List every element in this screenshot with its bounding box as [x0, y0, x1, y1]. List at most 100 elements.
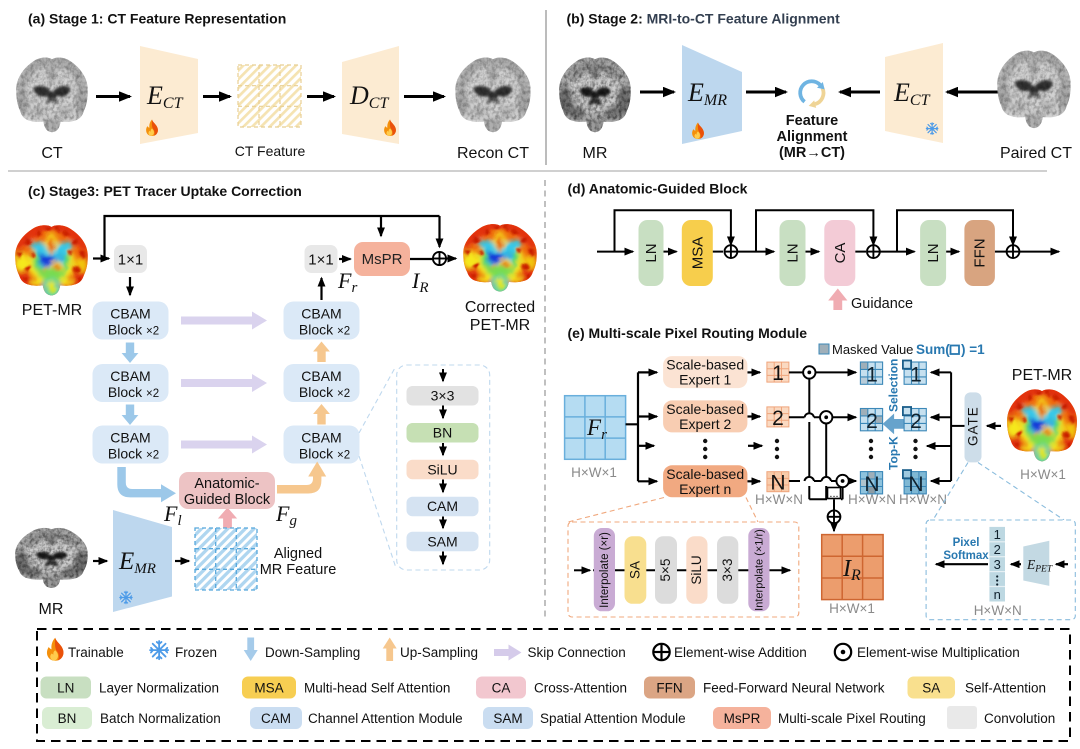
svg-text:H×W×N: H×W×N	[974, 603, 1022, 618]
svg-text:CAM: CAM	[261, 711, 291, 726]
svg-text:Convolution: Convolution	[984, 711, 1055, 726]
svg-text:CT Feature: CT Feature	[235, 143, 306, 159]
svg-text:2: 2	[772, 407, 784, 430]
svg-text:Sum(: Sum(	[916, 342, 950, 357]
svg-text:Layer Normalization: Layer Normalization	[99, 681, 219, 696]
svg-text:...: ...	[829, 488, 838, 500]
svg-text:MSA: MSA	[690, 237, 707, 270]
svg-text:Fg: Fg	[275, 501, 297, 529]
svg-text:EMR: EMR	[118, 548, 156, 577]
svg-text:H×W×N: H×W×N	[899, 492, 947, 507]
svg-text:Block ×2: Block ×2	[108, 446, 159, 462]
svg-text:Masked Value: Masked Value	[832, 342, 913, 357]
svg-text:N: N	[770, 472, 785, 495]
svg-text:Up-Sampling: Up-Sampling	[400, 645, 478, 660]
svg-text:IR: IR	[411, 268, 429, 296]
svg-text:Recon CT: Recon CT	[457, 145, 529, 162]
svg-text:Block ×2: Block ×2	[299, 384, 350, 400]
svg-text:Top-K: Top-K	[887, 436, 901, 470]
svg-text:H×W×N: H×W×N	[848, 492, 896, 507]
svg-text:Fl: Fl	[163, 501, 182, 529]
svg-text:Corrected: Corrected	[465, 299, 535, 316]
svg-text:Frozen: Frozen	[175, 645, 217, 660]
svg-text:Guidance: Guidance	[851, 296, 913, 312]
svg-text:(d) Anatomic-Guided Block: (d) Anatomic-Guided Block	[568, 181, 748, 197]
svg-text:Block ×2: Block ×2	[299, 446, 350, 462]
svg-text:Trainable: Trainable	[68, 645, 124, 660]
svg-text:N: N	[864, 473, 879, 496]
svg-text:MR: MR	[39, 601, 64, 618]
svg-text:MsPR: MsPR	[362, 251, 403, 268]
svg-text:Block ×2: Block ×2	[108, 384, 159, 400]
svg-text:CBAM: CBAM	[301, 430, 341, 446]
svg-text:Block ×2: Block ×2	[108, 322, 159, 338]
svg-text:BN: BN	[433, 425, 452, 441]
svg-text:PET-MR: PET-MR	[22, 302, 82, 319]
svg-text:Pixel: Pixel	[953, 537, 980, 549]
svg-text:1×1: 1×1	[308, 252, 333, 269]
svg-text:SiLU: SiLU	[427, 461, 457, 477]
svg-text:FFN: FFN	[972, 238, 989, 267]
svg-text:2: 2	[866, 410, 878, 433]
svg-text:(MR→CT): (MR→CT)	[779, 145, 845, 161]
svg-text:2: 2	[910, 410, 922, 433]
svg-text:Skip Connection: Skip Connection	[528, 645, 626, 660]
svg-text:Batch Normalization: Batch Normalization	[100, 711, 221, 726]
svg-text:Channel Attention Module: Channel Attention Module	[308, 711, 463, 726]
svg-text:Multi-head Self Attention: Multi-head Self Attention	[304, 681, 450, 696]
svg-text:CBAM: CBAM	[301, 368, 341, 384]
svg-text:Feature: Feature	[786, 113, 838, 129]
svg-text:n: n	[994, 587, 1001, 602]
svg-text:Fr: Fr	[337, 268, 357, 296]
svg-text:1: 1	[910, 364, 922, 387]
svg-text:(c) Stage3: PET Tracer Uptake: (c) Stage3: PET Tracer Uptake Correction	[28, 183, 302, 199]
svg-text:Element-wise Addition: Element-wise Addition	[674, 645, 807, 660]
svg-text:Scale-based: Scale-based	[666, 466, 744, 482]
svg-text:Scale-based: Scale-based	[666, 401, 744, 417]
svg-text:Guided Block: Guided Block	[184, 492, 271, 508]
svg-text:CAM: CAM	[427, 498, 458, 514]
svg-text:PET-MR: PET-MR	[470, 317, 530, 334]
svg-text:LN: LN	[643, 243, 660, 262]
svg-text:SA: SA	[922, 681, 940, 696]
svg-text:CT: CT	[41, 145, 63, 162]
svg-text:Down-Sampling: Down-Sampling	[265, 645, 360, 660]
svg-text:GATE: GATE	[966, 406, 981, 446]
svg-text:N: N	[908, 473, 923, 496]
svg-text:5×5: 5×5	[658, 559, 673, 582]
svg-text:Element-wise Multiplication: Element-wise Multiplication	[857, 645, 1020, 660]
svg-text:H×W×1: H×W×1	[829, 601, 875, 616]
svg-text:3: 3	[994, 557, 1001, 572]
svg-text:1: 1	[772, 362, 784, 385]
svg-text:Spatial Attention Module: Spatial Attention Module	[540, 711, 686, 726]
svg-text:CA: CA	[492, 681, 511, 696]
svg-text:FFN: FFN	[656, 681, 682, 696]
svg-text:BN: BN	[58, 711, 77, 726]
svg-text:LN: LN	[925, 243, 942, 262]
svg-text:1×1: 1×1	[118, 252, 143, 269]
svg-text:Interpolate (×1/r): Interpolate (×1/r)	[754, 529, 766, 611]
svg-text:SAM: SAM	[493, 711, 522, 726]
svg-text:Alignment: Alignment	[777, 129, 848, 145]
svg-text:Selection: Selection	[887, 359, 901, 412]
svg-text:CA: CA	[832, 243, 849, 264]
svg-text:MSA: MSA	[254, 681, 283, 696]
svg-text:Interpolate (×r): Interpolate (×r)	[599, 532, 611, 608]
svg-text:(b) Stage 2: MRI-to-CT Feature: (b) Stage 2: MRI-to-CT Feature Alignment	[567, 11, 841, 27]
svg-text:MsPR: MsPR	[724, 711, 761, 726]
svg-text:2: 2	[994, 542, 1001, 557]
svg-text:3×3: 3×3	[431, 388, 455, 404]
svg-text:CBAM: CBAM	[110, 306, 150, 322]
svg-text:Aligned: Aligned	[274, 546, 322, 562]
svg-text:Multi-scale Pixel Routing: Multi-scale Pixel Routing	[778, 711, 926, 726]
svg-text:(e) Multi-scale Pixel Routing: (e) Multi-scale Pixel Routing Module	[568, 325, 808, 341]
svg-text:H×W×N: H×W×N	[755, 492, 803, 507]
svg-text:Block ×2: Block ×2	[299, 322, 350, 338]
svg-text:Expert 2: Expert 2	[679, 416, 731, 432]
svg-text:H×W×1: H×W×1	[571, 465, 617, 480]
svg-text:SA: SA	[628, 561, 643, 579]
svg-text:1: 1	[994, 527, 1001, 542]
svg-text:Scale-based: Scale-based	[666, 357, 744, 373]
svg-text:H×W×1: H×W×1	[1020, 467, 1066, 482]
svg-text:Feed-Forward Neural Network: Feed-Forward Neural Network	[703, 681, 885, 696]
